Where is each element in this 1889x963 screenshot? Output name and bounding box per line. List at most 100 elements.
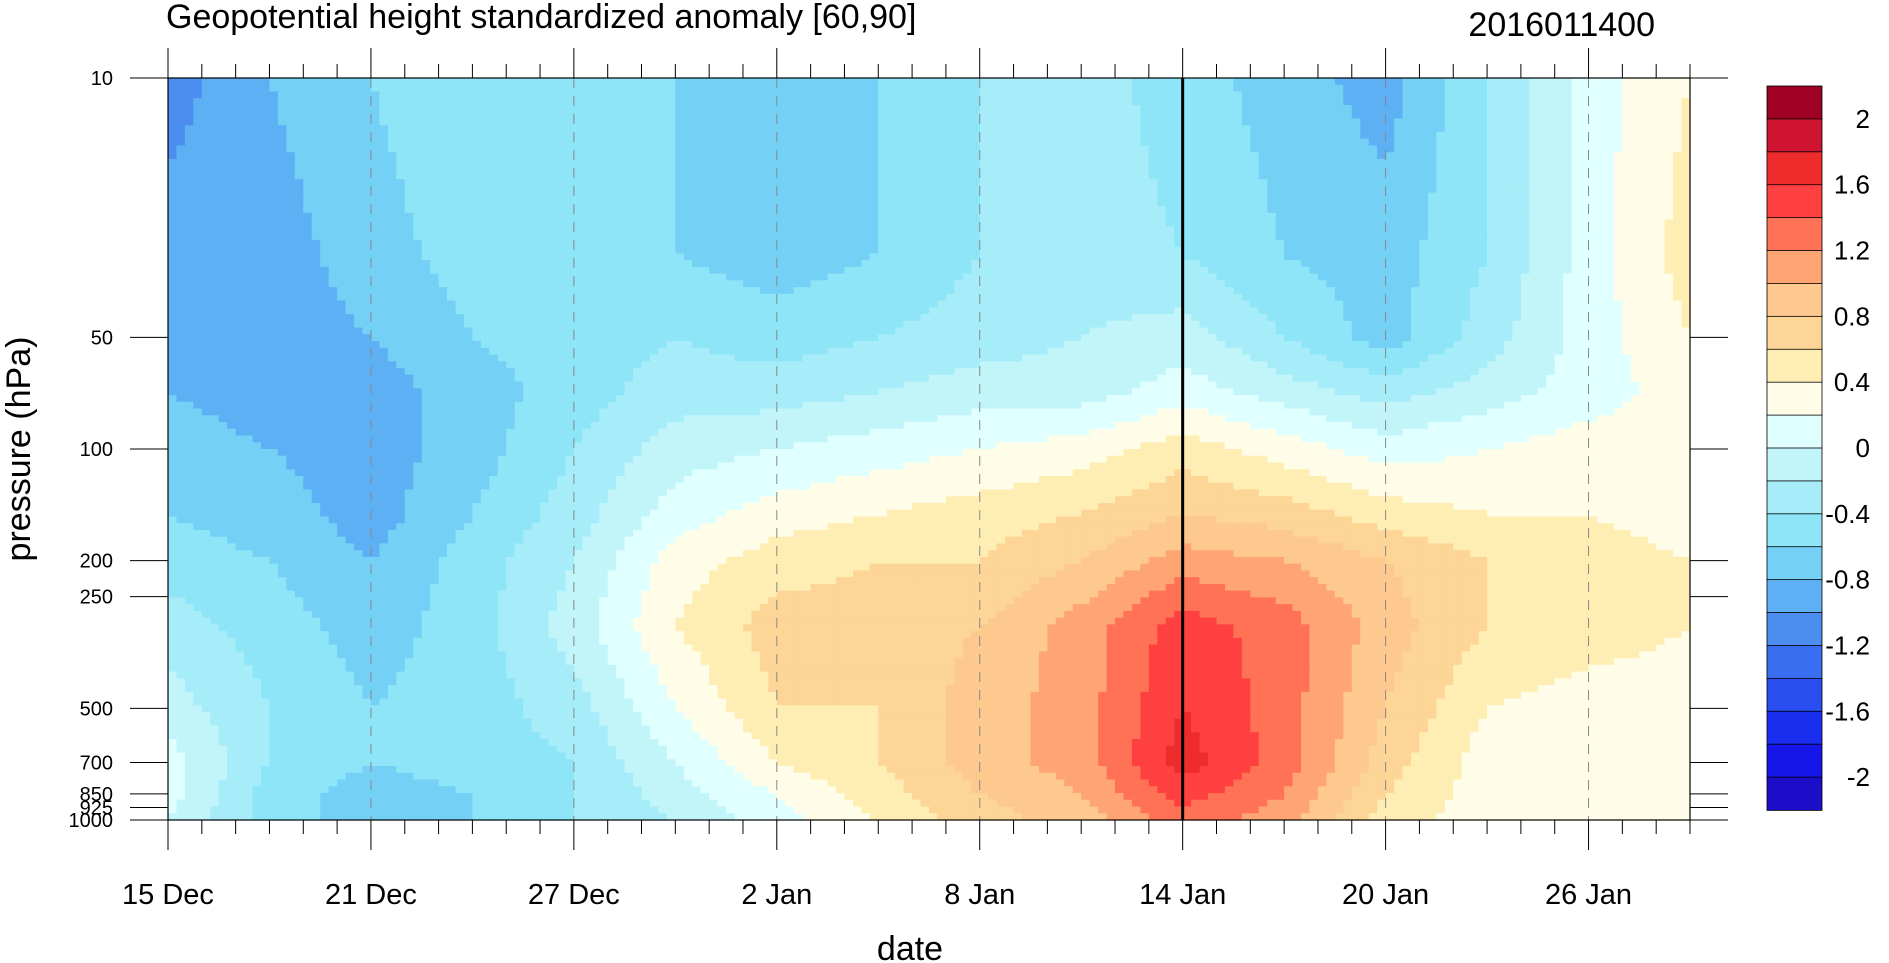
field-cell bbox=[480, 179, 490, 187]
field-cell bbox=[1115, 192, 1125, 201]
field-cell bbox=[303, 219, 313, 227]
field-cell bbox=[1394, 84, 1404, 93]
field-cell bbox=[1191, 246, 1201, 254]
field-cell bbox=[793, 91, 803, 99]
field-cell bbox=[1503, 165, 1514, 174]
field-cell bbox=[1191, 131, 1201, 140]
field-cell bbox=[1301, 206, 1311, 214]
field-cell bbox=[835, 118, 846, 126]
field-cell bbox=[565, 111, 575, 120]
field-cell bbox=[244, 179, 254, 187]
field-cell bbox=[1072, 212, 1082, 221]
field-cell bbox=[244, 192, 254, 201]
field-cell bbox=[1106, 125, 1116, 133]
field-cell bbox=[895, 212, 905, 221]
field-cell bbox=[337, 165, 347, 174]
field-cell bbox=[480, 104, 490, 113]
field-cell bbox=[1673, 179, 1683, 187]
field-cell bbox=[1512, 152, 1522, 160]
field-cell bbox=[1571, 138, 1581, 147]
field-cell bbox=[1301, 226, 1311, 234]
field-cell bbox=[1241, 206, 1251, 214]
field-cell bbox=[1317, 219, 1328, 227]
field-cell bbox=[886, 233, 896, 241]
field-cell bbox=[303, 98, 313, 106]
field-cell bbox=[1470, 84, 1480, 93]
field-cell bbox=[912, 233, 922, 241]
field-cell bbox=[810, 131, 820, 140]
field-cell bbox=[1064, 172, 1074, 180]
field-cell bbox=[1013, 219, 1023, 227]
field-cell bbox=[1131, 104, 1141, 113]
field-cell bbox=[1360, 78, 1370, 86]
field-cell bbox=[1580, 131, 1590, 140]
field-cell bbox=[1487, 179, 1497, 187]
field-cell bbox=[1681, 111, 1691, 120]
field-cell bbox=[1639, 138, 1649, 147]
field-cell bbox=[1622, 219, 1632, 227]
field-cell bbox=[734, 246, 744, 254]
field-cell bbox=[1444, 253, 1454, 261]
field-cell bbox=[1673, 206, 1683, 214]
field-cell bbox=[1131, 233, 1141, 241]
field-cell bbox=[988, 260, 998, 268]
field-cell bbox=[633, 199, 643, 207]
field-cell bbox=[244, 239, 254, 248]
field-cell bbox=[1005, 179, 1015, 187]
field-cell bbox=[1157, 152, 1167, 160]
field-cell bbox=[1613, 185, 1623, 194]
field-cell bbox=[1419, 104, 1429, 113]
field-cell bbox=[1284, 185, 1294, 194]
field-cell bbox=[988, 125, 998, 133]
field-cell bbox=[878, 158, 888, 167]
field-cell bbox=[1081, 192, 1091, 201]
field-cell bbox=[201, 111, 211, 120]
field-cell bbox=[954, 91, 964, 99]
field-cell bbox=[463, 226, 473, 234]
field-cell bbox=[709, 260, 719, 268]
field-cell bbox=[1022, 91, 1032, 99]
field-cell bbox=[861, 179, 871, 187]
field-cell bbox=[827, 158, 837, 167]
field-cell bbox=[201, 206, 211, 214]
field-cell bbox=[1284, 246, 1294, 254]
field-cell bbox=[971, 239, 981, 248]
field-cell bbox=[1681, 219, 1691, 227]
field-cell bbox=[912, 131, 922, 140]
field-cell bbox=[658, 172, 668, 180]
field-cell bbox=[1402, 118, 1412, 126]
field-cell bbox=[920, 246, 930, 254]
field-cell bbox=[1267, 78, 1277, 86]
field-cell bbox=[1123, 212, 1133, 221]
field-cell bbox=[971, 131, 981, 140]
field-cell bbox=[810, 91, 820, 99]
field-cell bbox=[1360, 179, 1370, 187]
field-cell bbox=[1309, 199, 1319, 207]
field-cell bbox=[1656, 145, 1666, 153]
field-cell bbox=[1216, 233, 1226, 241]
field-cell bbox=[1622, 138, 1632, 147]
field-cell bbox=[599, 138, 609, 147]
field-cell bbox=[1165, 179, 1175, 187]
field-cell bbox=[1064, 212, 1074, 221]
field-cell bbox=[1233, 145, 1243, 153]
field-cell bbox=[548, 145, 558, 153]
field-cell bbox=[413, 138, 423, 147]
field-cell bbox=[1588, 239, 1598, 248]
field-cell bbox=[920, 239, 930, 248]
field-cell bbox=[193, 246, 203, 254]
field-cell bbox=[878, 260, 888, 268]
field-cell bbox=[1216, 145, 1226, 153]
field-cell bbox=[683, 246, 693, 254]
field-cell bbox=[328, 206, 338, 214]
field-cell bbox=[1343, 91, 1353, 99]
field-cell bbox=[1537, 91, 1547, 99]
field-cell bbox=[666, 104, 676, 113]
field-cell bbox=[523, 131, 533, 140]
field-cell bbox=[1385, 131, 1395, 140]
field-cell bbox=[447, 104, 457, 113]
field-cell bbox=[1047, 226, 1057, 234]
field-cell bbox=[1191, 192, 1201, 201]
field-cell bbox=[252, 233, 262, 241]
field-cell bbox=[1022, 145, 1032, 153]
